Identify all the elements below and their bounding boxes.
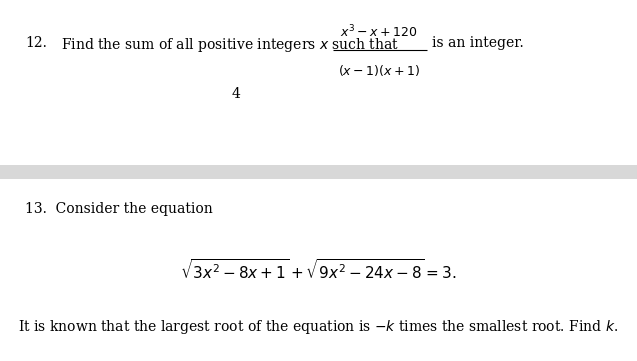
Text: is an integer.: is an integer. bbox=[432, 36, 524, 50]
Text: Find the sum of all positive integers $x$ such that: Find the sum of all positive integers $x… bbox=[61, 36, 399, 54]
Text: 4: 4 bbox=[231, 87, 240, 101]
Text: 13.  Consider the equation: 13. Consider the equation bbox=[25, 202, 213, 216]
FancyBboxPatch shape bbox=[0, 165, 637, 179]
Text: $\sqrt{3x^2 - 8x + 1} + \sqrt{9x^2 - 24x - 8} = 3.$: $\sqrt{3x^2 - 8x + 1} + \sqrt{9x^2 - 24x… bbox=[180, 258, 457, 282]
Text: 12.: 12. bbox=[25, 36, 47, 50]
Text: $(x-1)(x+1)$: $(x-1)(x+1)$ bbox=[338, 63, 420, 78]
Text: $x^3 - x + 120$: $x^3 - x + 120$ bbox=[340, 23, 418, 40]
Text: It is known that the largest root of the equation is $-k$ times the smallest roo: It is known that the largest root of the… bbox=[18, 318, 619, 336]
